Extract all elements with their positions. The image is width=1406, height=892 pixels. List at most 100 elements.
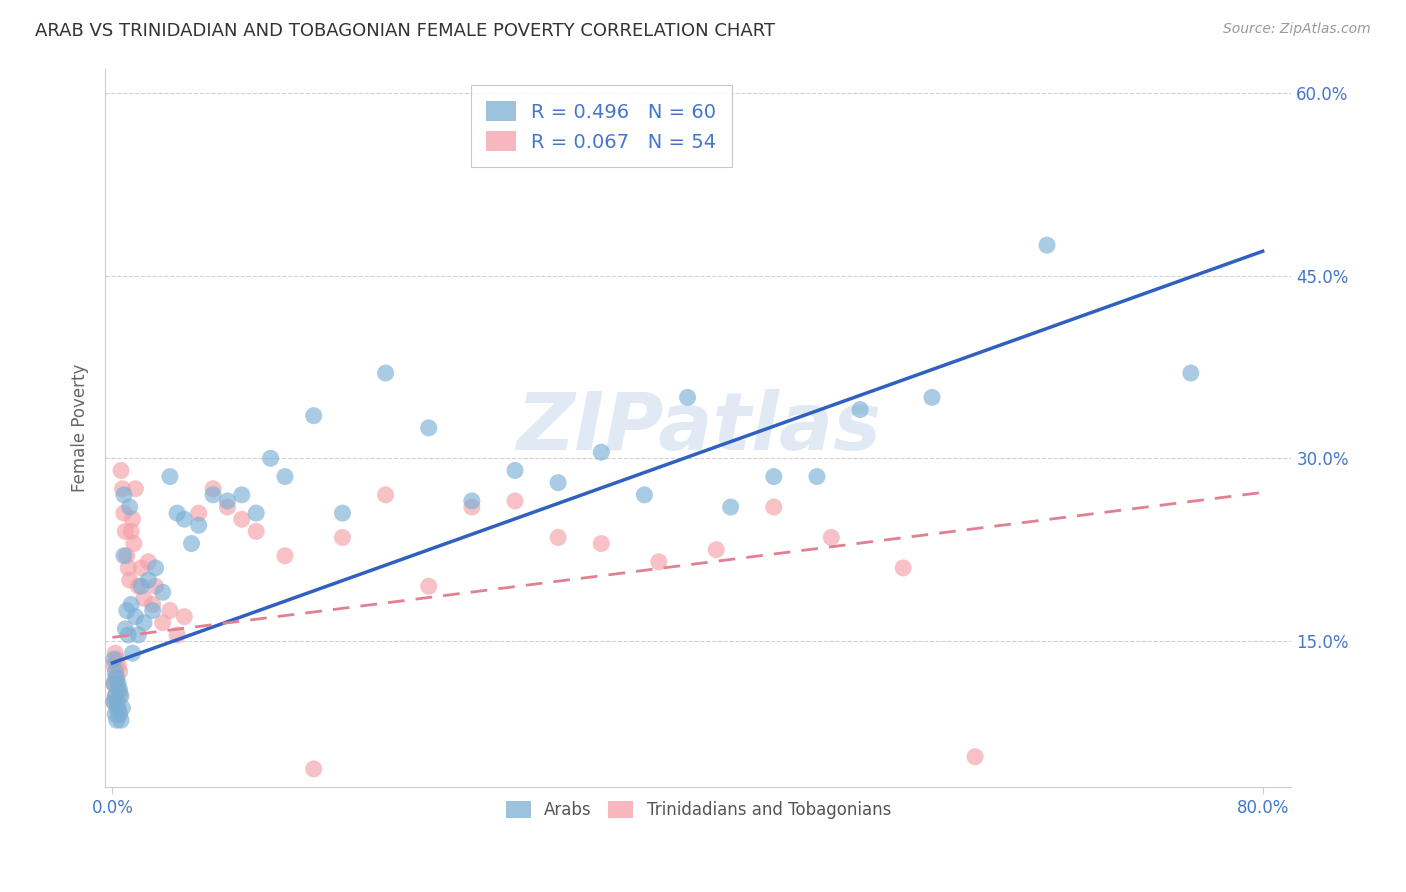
Point — [180, 536, 202, 550]
Point — [245, 506, 267, 520]
Point — [121, 512, 143, 526]
Point — [105, 676, 128, 690]
Point — [108, 665, 131, 679]
Point — [965, 749, 987, 764]
Point — [591, 445, 613, 459]
Point — [704, 542, 727, 557]
Point — [103, 695, 125, 709]
Point — [142, 598, 165, 612]
Point — [111, 482, 134, 496]
Text: ARAB VS TRINIDADIAN AND TOBAGONIAN FEMALE POVERTY CORRELATION CHART: ARAB VS TRINIDADIAN AND TOBAGONIAN FEMAL… — [35, 22, 775, 40]
Point — [127, 628, 149, 642]
Point — [762, 469, 785, 483]
Point — [217, 494, 239, 508]
Text: ZIPatlas: ZIPatlas — [516, 389, 880, 467]
Point — [127, 579, 149, 593]
Point — [129, 561, 152, 575]
Point — [173, 512, 195, 526]
Point — [820, 531, 842, 545]
Point — [259, 451, 281, 466]
Point — [103, 652, 125, 666]
Point — [418, 579, 440, 593]
Point — [762, 500, 785, 514]
Point — [274, 469, 297, 483]
Y-axis label: Female Poverty: Female Poverty — [72, 364, 89, 492]
Point — [187, 506, 209, 520]
Point — [302, 409, 325, 423]
Point — [105, 652, 128, 666]
Point — [374, 488, 396, 502]
Point — [142, 603, 165, 617]
Point — [103, 658, 125, 673]
Point — [166, 506, 188, 520]
Point — [1036, 238, 1059, 252]
Point — [152, 585, 174, 599]
Point — [121, 646, 143, 660]
Point — [245, 524, 267, 539]
Point — [187, 518, 209, 533]
Point — [103, 695, 125, 709]
Point — [132, 591, 155, 606]
Point — [547, 475, 569, 490]
Point — [124, 609, 146, 624]
Point — [105, 695, 128, 709]
Point — [122, 536, 145, 550]
Point — [159, 469, 181, 483]
Point — [217, 500, 239, 514]
Point — [110, 463, 132, 477]
Point — [159, 603, 181, 617]
Point — [117, 628, 139, 642]
Point — [104, 707, 127, 722]
Point — [173, 609, 195, 624]
Point — [166, 628, 188, 642]
Point — [332, 531, 354, 545]
Point — [547, 531, 569, 545]
Point — [152, 615, 174, 630]
Point — [108, 689, 131, 703]
Point — [107, 658, 129, 673]
Point — [374, 366, 396, 380]
Point — [107, 682, 129, 697]
Point — [302, 762, 325, 776]
Point — [1180, 366, 1202, 380]
Text: Source: ZipAtlas.com: Source: ZipAtlas.com — [1223, 22, 1371, 37]
Point — [111, 701, 134, 715]
Point — [332, 506, 354, 520]
Point — [231, 512, 253, 526]
Point — [104, 665, 127, 679]
Point — [274, 549, 297, 563]
Point — [921, 391, 943, 405]
Point — [110, 689, 132, 703]
Point — [107, 676, 129, 690]
Point — [676, 391, 699, 405]
Point — [124, 482, 146, 496]
Point — [108, 707, 131, 722]
Point — [202, 488, 225, 502]
Point — [648, 555, 671, 569]
Point — [138, 555, 160, 569]
Point — [117, 561, 139, 575]
Point — [103, 676, 125, 690]
Point — [418, 421, 440, 435]
Point — [104, 689, 127, 703]
Point — [138, 573, 160, 587]
Legend: Arabs, Trinidadians and Tobagonians: Arabs, Trinidadians and Tobagonians — [499, 794, 897, 826]
Point — [112, 549, 135, 563]
Point — [114, 524, 136, 539]
Point — [115, 549, 138, 563]
Point — [145, 579, 167, 593]
Point — [231, 488, 253, 502]
Point — [104, 646, 127, 660]
Point — [145, 561, 167, 575]
Point — [110, 713, 132, 727]
Point — [114, 622, 136, 636]
Point — [115, 603, 138, 617]
Point — [105, 713, 128, 727]
Point — [461, 500, 484, 514]
Point — [112, 506, 135, 520]
Point — [591, 536, 613, 550]
Point — [103, 676, 125, 690]
Point — [104, 671, 127, 685]
Point — [461, 494, 484, 508]
Point — [503, 494, 526, 508]
